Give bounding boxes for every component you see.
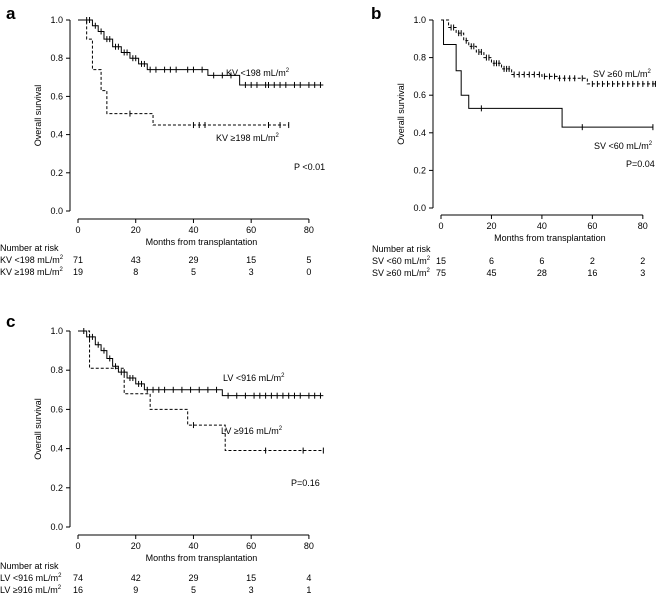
risk-value: 6 (489, 256, 494, 266)
x-tick-label: 0 (75, 541, 80, 551)
risk-value: 9 (133, 585, 138, 595)
risk-value: 5 (191, 585, 196, 595)
x-tick-label: 80 (638, 221, 648, 231)
y-tick-label: 0.0 (50, 206, 63, 216)
risk-value: 71 (73, 255, 83, 265)
x-tick-label: 40 (188, 541, 198, 551)
risk-value: 1 (306, 585, 311, 595)
p-value: P=0.16 (291, 478, 320, 488)
panel-label: a (6, 4, 16, 23)
risk-value: 3 (249, 585, 254, 595)
risk-row-label: SV ≥60 mL/m2 (372, 268, 430, 278)
risk-value: 2 (640, 256, 645, 266)
x-axis-title: Months from transplantation (146, 237, 258, 247)
panel-label: c (6, 312, 15, 331)
risk-value: 29 (188, 255, 198, 265)
risk-value: 15 (246, 255, 256, 265)
series-label: LV ≥916 mL/m2 (221, 426, 283, 436)
y-tick-label: 1.0 (50, 326, 63, 336)
risk-table-title: Number at risk (372, 244, 431, 254)
panel-a: a 0.0 0.2 0.4 0.6 0.8 1.0 Overall survival 0 20 40… (0, 4, 325, 277)
x-tick-label: 40 (537, 221, 547, 231)
risk-value: 5 (306, 255, 311, 265)
risk-value: 28 (537, 268, 547, 278)
risk-value: 43 (131, 255, 141, 265)
risk-row-label: KV ≥198 mL/m2 (0, 267, 63, 277)
y-tick-label: 0.2 (413, 165, 426, 175)
series-label: SV <60 mL/m2 (594, 141, 653, 151)
p-value: P <0.01 (294, 162, 325, 172)
x-tick-label: 80 (304, 541, 314, 551)
risk-value: 15 (436, 256, 446, 266)
risk-value: 3 (640, 268, 645, 278)
y-tick-label: 0.8 (50, 53, 63, 63)
risk-value: 5 (191, 267, 196, 277)
survival-curve-1 (78, 330, 324, 397)
x-tick-label: 0 (438, 221, 443, 231)
risk-value: 8 (133, 267, 138, 277)
x-tick-label: 80 (304, 225, 314, 235)
risk-row-label: LV <916 mL/m2 (0, 573, 62, 583)
series-label: LV <916 mL/m2 (223, 373, 285, 383)
x-tick-label: 60 (587, 221, 597, 231)
panel-label: b (371, 4, 381, 23)
series-label: SV ≥60 mL/m2 (593, 69, 651, 79)
panel-c: c 0.0 0.2 0.4 0.6 0.8 1.0 Overall survival 0 20 40… (0, 312, 324, 595)
series-label: KV ≥198 mL/m2 (216, 133, 279, 143)
risk-row-label: SV <60 mL/m2 (372, 256, 431, 266)
y-axis-title: Overall survival (396, 83, 406, 145)
risk-row-label: KV <198 mL/m2 (0, 255, 64, 265)
x-tick-label: 60 (246, 225, 256, 235)
y-tick-label: 0.4 (50, 130, 63, 140)
y-tick-label: 0.2 (50, 168, 63, 178)
risk-value: 4 (306, 573, 311, 583)
y-axis-title: Overall survival (33, 398, 43, 460)
risk-value: 42 (131, 573, 141, 583)
y-tick-label: 1.0 (50, 15, 63, 25)
y-tick-label: 0.0 (413, 203, 426, 213)
risk-value: 6 (539, 256, 544, 266)
y-tick-label: 0.8 (50, 365, 63, 375)
y-tick-label: 0.2 (50, 483, 63, 493)
panel-b: b 0.0 0.2 0.4 0.6 0.8 1.0 Overall survival 0 20 40… (371, 4, 656, 278)
y-tick-label: 1.0 (413, 15, 426, 25)
x-tick-label: 0 (75, 225, 80, 235)
survival-curve-1 (78, 19, 324, 86)
risk-value: 75 (436, 268, 446, 278)
risk-value: 3 (249, 267, 254, 277)
risk-table-title: Number at risk (0, 243, 59, 253)
x-tick-label: 20 (131, 541, 141, 551)
p-value: P=0.04 (626, 159, 655, 169)
survival-curve-2 (441, 19, 653, 128)
y-tick-label: 0.6 (50, 91, 63, 101)
x-axis-title: Months from transplantation (146, 553, 258, 563)
x-tick-label: 20 (131, 225, 141, 235)
y-axis-title: Overall survival (33, 85, 43, 147)
survival-curve-2 (78, 19, 289, 126)
x-axis-title: Months from transplantation (494, 233, 606, 243)
x-tick-label: 60 (246, 541, 256, 551)
risk-value: 19 (73, 267, 83, 277)
risk-value: 29 (188, 573, 198, 583)
risk-value: 16 (73, 585, 83, 595)
y-tick-label: 0.6 (50, 404, 63, 414)
y-tick-label: 0.6 (413, 90, 426, 100)
x-tick-label: 20 (486, 221, 496, 231)
risk-row-label: LV ≥916 mL/m2 (0, 585, 62, 595)
risk-value: 0 (306, 267, 311, 277)
risk-value: 74 (73, 573, 83, 583)
risk-value: 2 (590, 256, 595, 266)
y-tick-label: 0.4 (50, 444, 63, 454)
y-tick-label: 0.4 (413, 128, 426, 138)
risk-value: 15 (246, 573, 256, 583)
y-tick-label: 0.8 (413, 53, 426, 63)
risk-table-title: Number at risk (0, 561, 59, 571)
series-label: KV <198 mL/m2 (226, 68, 290, 78)
x-tick-label: 40 (188, 225, 198, 235)
survival-curve-2 (78, 330, 324, 452)
risk-value: 16 (587, 268, 597, 278)
risk-value: 45 (486, 268, 496, 278)
y-tick-label: 0.0 (50, 522, 63, 532)
